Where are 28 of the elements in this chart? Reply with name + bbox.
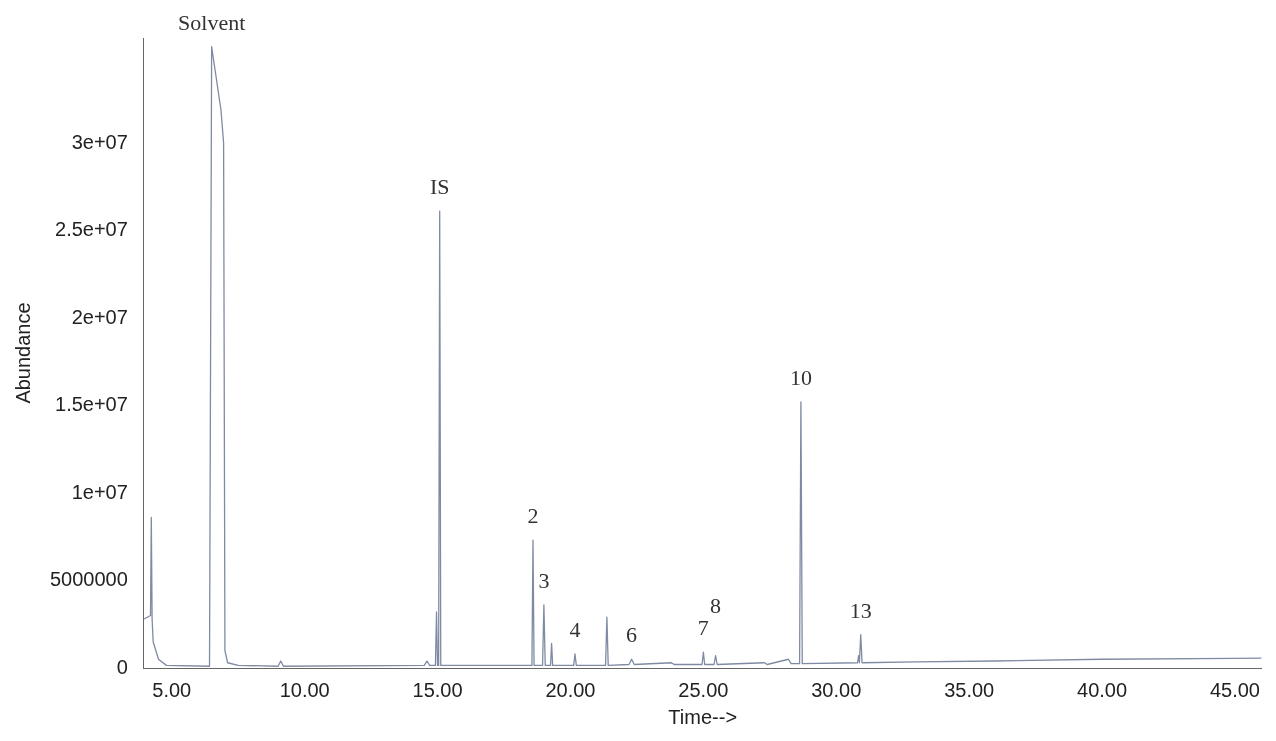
annotation: 6: [626, 622, 638, 648]
x-tick-label: 30.00: [811, 678, 862, 701]
y-tick-label: 0: [116, 655, 128, 678]
x-tick-label: 45.00: [1209, 678, 1261, 701]
y-tick-label: 5000000: [49, 568, 128, 591]
annotation: 4: [569, 616, 581, 642]
annotation: 7: [697, 615, 709, 641]
annotation: 2: [527, 503, 539, 529]
annotation: 10: [789, 364, 812, 390]
y-axis-title: Abundance: [11, 302, 34, 404]
annotation: Solvent: [178, 9, 246, 35]
x-tick-label: 40.00: [1077, 678, 1128, 701]
y-tick-label: 1.5e+07: [55, 393, 128, 416]
x-tick-label: 35.00: [944, 678, 995, 701]
x-tick-label: 10.00: [279, 678, 330, 701]
x-tick-label: 15.00: [412, 678, 463, 701]
annotation: IS: [429, 174, 450, 200]
annotation: 8: [710, 593, 722, 619]
x-tick-label: 20.00: [545, 678, 596, 701]
y-tick-label: 2e+07: [71, 305, 128, 328]
x-tick-label: 5.00: [152, 678, 192, 701]
y-tick-label: 1e+07: [71, 480, 128, 503]
annotation: 13: [849, 597, 872, 623]
y-tick-label: 2.5e+07: [55, 218, 128, 241]
annotation: 3: [538, 567, 550, 593]
x-axis-title: Time-->: [668, 705, 738, 728]
y-tick-label: 3e+07: [71, 130, 128, 153]
x-tick-label: 25.00: [678, 678, 729, 701]
